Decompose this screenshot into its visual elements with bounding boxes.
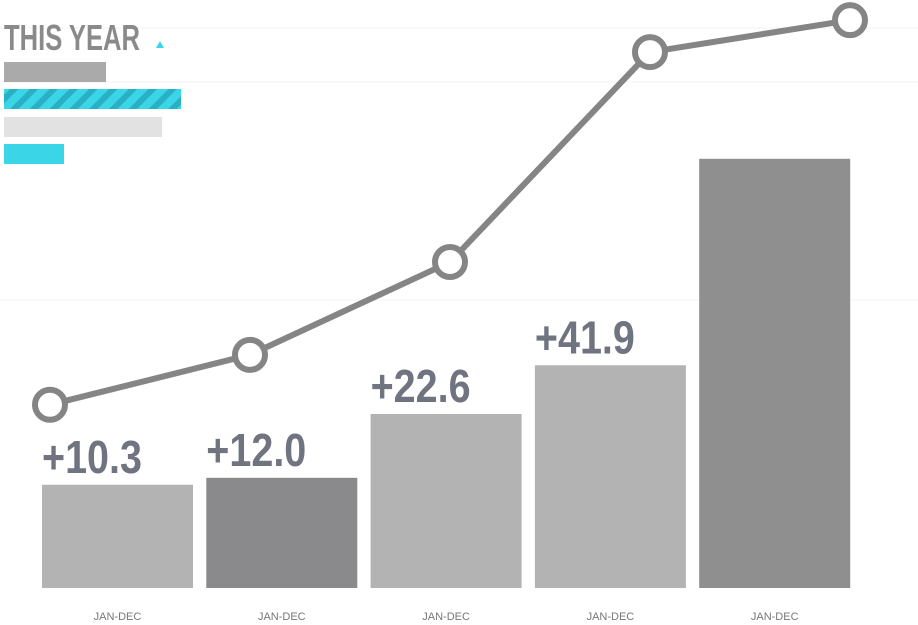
x-tick-label: JAN-DEC xyxy=(587,611,635,623)
decor-bar xyxy=(4,144,64,164)
chart-title: THIS YEAR xyxy=(4,17,140,58)
bar xyxy=(42,484,193,588)
x-tick-label: JAN-DEC xyxy=(751,611,799,623)
decor-bar xyxy=(4,89,181,109)
bar xyxy=(699,158,851,589)
decor-bar xyxy=(4,117,162,137)
x-tick-label: JAN-DEC xyxy=(94,611,142,623)
decor-triangle xyxy=(156,41,164,48)
bar xyxy=(206,477,358,588)
line-point xyxy=(832,2,868,39)
line-point xyxy=(432,244,468,281)
x-tick-label: JAN-DEC xyxy=(422,611,470,623)
line-point xyxy=(32,386,68,423)
bar xyxy=(534,365,686,588)
decor-bar xyxy=(4,62,106,82)
line-point xyxy=(632,34,668,71)
annotation: +22.6 xyxy=(371,360,471,412)
annotation: +12.0 xyxy=(206,424,306,476)
annotation: +41.9 xyxy=(535,311,635,363)
annotation: +10.3 xyxy=(42,431,142,483)
x-tick-label: JAN-DEC xyxy=(258,611,306,623)
bar xyxy=(370,414,522,588)
line-point xyxy=(232,336,268,373)
